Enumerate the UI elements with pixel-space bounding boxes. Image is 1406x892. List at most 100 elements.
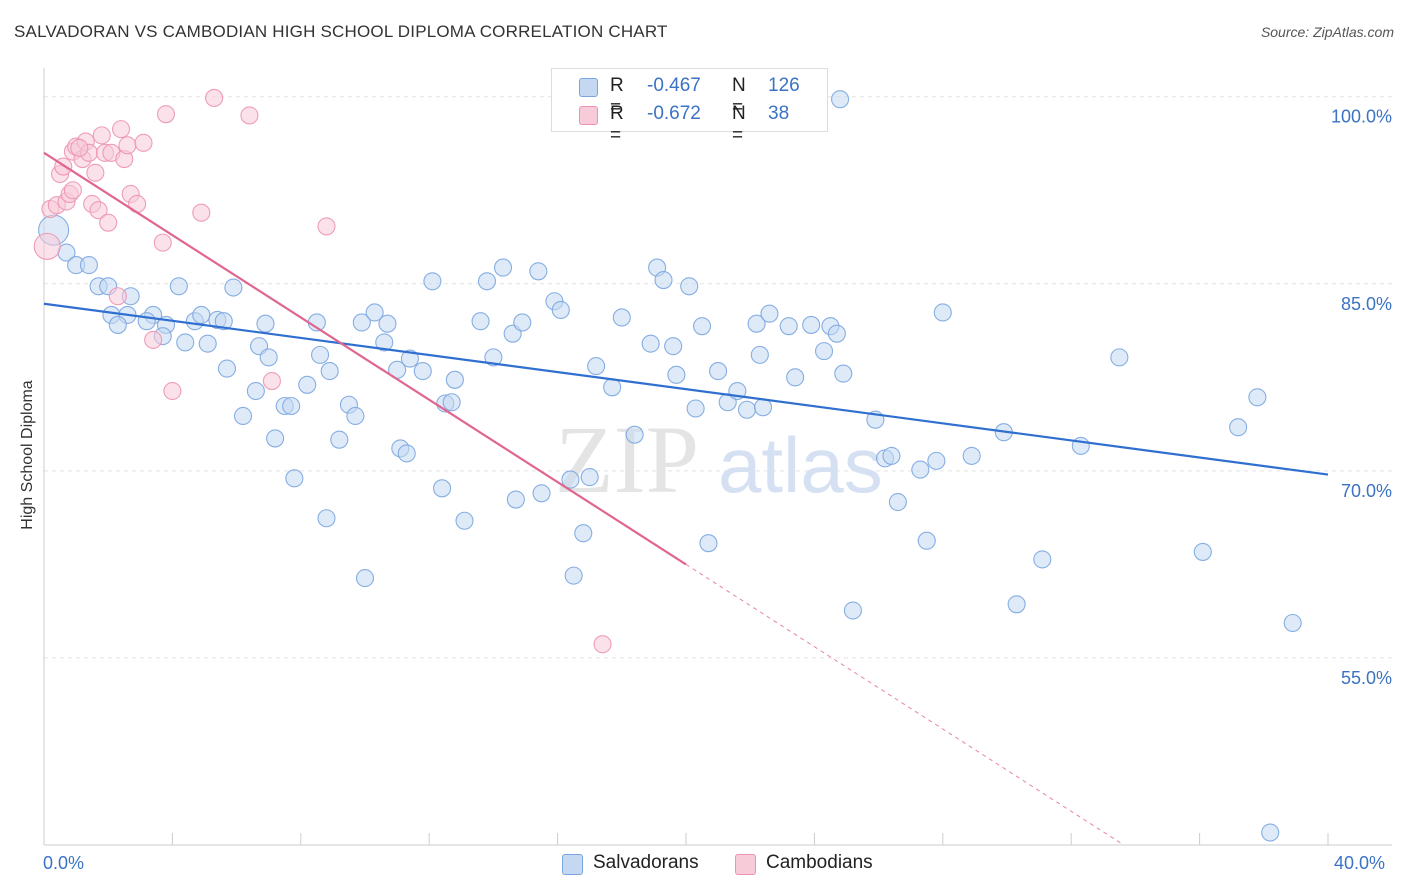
point-salvadorans [587, 357, 606, 376]
x-tick-label-min: 0.0% [43, 853, 85, 873]
legend-r-label: R = [610, 103, 624, 146]
point-cambodians [205, 88, 224, 108]
point-salvadorans [962, 446, 981, 465]
point-salvadorans [882, 446, 901, 465]
point-salvadorans [1261, 823, 1280, 842]
series-cambodians [33, 88, 612, 654]
point-salvadorans [214, 312, 233, 331]
bottom-legend-swatch-salvadorans [562, 854, 583, 875]
point-cambodians [262, 372, 281, 391]
point-salvadorans [298, 375, 317, 394]
point-salvadorans [737, 400, 757, 419]
trend-lines [43, 151, 1329, 846]
point-salvadorans [320, 362, 339, 381]
bottom-legend-label: Cambodians [766, 852, 873, 873]
point-salvadorans [917, 531, 936, 550]
point-salvadorans [176, 333, 195, 352]
point-salvadorans [911, 460, 930, 479]
point-salvadorans [574, 524, 593, 543]
point-cambodians [33, 232, 61, 260]
trend-line-extension-cambodians [685, 563, 1124, 846]
point-salvadorans [654, 270, 673, 290]
point-salvadorans [352, 313, 371, 332]
point-cambodians [111, 120, 131, 139]
point-salvadorans [1033, 550, 1052, 569]
x-tick-label-max: 40.0% [1334, 853, 1386, 873]
point-salvadorans [692, 317, 712, 336]
point-salvadorans [282, 396, 301, 416]
legend-r-value: -0.467 [647, 75, 701, 96]
point-salvadorans [346, 406, 365, 426]
y-tick-labels: 100.0% 85.0% 70.0% 55.0% [1331, 107, 1392, 688]
point-salvadorans [217, 359, 237, 378]
point-salvadorans [933, 303, 952, 322]
point-salvadorans [365, 303, 384, 322]
point-cambodians [144, 330, 163, 349]
watermark-atlas: atlas [718, 421, 883, 509]
point-salvadorans [137, 312, 156, 331]
bottom-legend-label: Salvadorans [593, 852, 699, 873]
point-cambodians [593, 635, 612, 654]
point-salvadorans [259, 348, 278, 367]
point-salvadorans [802, 315, 821, 334]
point-cambodians [163, 381, 182, 401]
point-salvadorans [786, 368, 805, 387]
point-salvadorans [400, 349, 419, 368]
point-cambodians [70, 138, 89, 157]
point-salvadorans [641, 334, 660, 353]
point-salvadorans [551, 300, 570, 320]
point-salvadorans [246, 381, 265, 401]
legend-n-value: 38 [768, 103, 790, 124]
point-cambodians [118, 136, 137, 155]
point-salvadorans [455, 511, 474, 530]
point-salvadorans [285, 469, 304, 488]
legend-r-value: -0.672 [647, 103, 701, 124]
watermark: ZIP atlas [555, 406, 883, 513]
point-salvadorans [442, 393, 461, 412]
point-cambodians [240, 106, 259, 125]
trend-line-salvadorans [43, 302, 1329, 476]
legend-n-label: N = [732, 103, 746, 146]
point-salvadorans [1283, 613, 1302, 633]
chart-source: Source: ZipAtlas.com [1260, 24, 1394, 40]
point-salvadorans [1110, 348, 1129, 367]
point-salvadorans [1007, 595, 1026, 614]
point-salvadorans [375, 333, 394, 352]
point-salvadorans [317, 509, 336, 528]
point-salvadorans [484, 348, 503, 367]
point-salvadorans [834, 364, 853, 383]
point-salvadorans [506, 490, 525, 509]
point-salvadorans [625, 425, 644, 444]
point-salvadorans [814, 342, 834, 361]
point-salvadorans [397, 444, 416, 463]
point-salvadorans [1193, 542, 1212, 561]
point-salvadorans [330, 430, 349, 449]
point-salvadorans [378, 314, 397, 333]
point-cambodians [156, 105, 176, 124]
point-cambodians [89, 201, 108, 220]
point-salvadorans [667, 365, 686, 384]
data-points [33, 88, 1302, 842]
legend-n-label: N = [732, 75, 746, 118]
point-salvadorans [256, 314, 275, 333]
point-salvadorans [224, 278, 243, 297]
point-cambodians [99, 213, 118, 232]
point-salvadorans [580, 468, 599, 487]
correlation-legend: R = -0.467 N = 126 R = -0.672 N = 38 [551, 68, 828, 146]
point-salvadorans [709, 362, 728, 381]
y-tick-label: 100.0% [1331, 107, 1392, 127]
watermark-zip: ZIP [555, 406, 699, 513]
point-cambodians [153, 233, 172, 252]
point-salvadorans [564, 566, 583, 585]
point-salvadorans [699, 534, 718, 553]
point-salvadorans [827, 324, 846, 343]
point-salvadorans [747, 314, 766, 333]
point-salvadorans [927, 451, 946, 470]
legend-swatch-salvadorans [579, 78, 598, 97]
point-cambodians [134, 133, 153, 152]
point-salvadorans [603, 378, 622, 397]
point-salvadorans [233, 406, 253, 426]
point-salvadorans [513, 313, 532, 332]
legend-r-label: R = [610, 75, 624, 118]
